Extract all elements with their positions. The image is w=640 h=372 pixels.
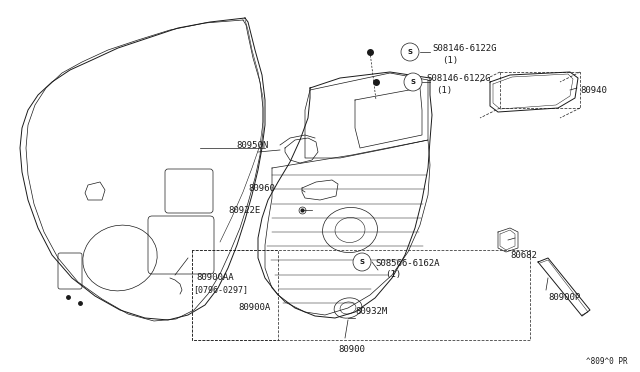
Text: S: S bbox=[410, 79, 415, 85]
Text: 80900P: 80900P bbox=[548, 294, 580, 302]
Text: (1): (1) bbox=[442, 55, 458, 64]
Circle shape bbox=[401, 43, 419, 61]
Text: 80950N: 80950N bbox=[236, 141, 268, 150]
Text: S08146-6122G: S08146-6122G bbox=[426, 74, 490, 83]
Text: 80922E: 80922E bbox=[228, 205, 260, 215]
Text: 80900AA: 80900AA bbox=[196, 273, 234, 282]
Text: (1): (1) bbox=[436, 86, 452, 94]
Text: S08566-6162A: S08566-6162A bbox=[375, 259, 440, 267]
Text: 80682: 80682 bbox=[510, 250, 537, 260]
Text: ^809^0 PR: ^809^0 PR bbox=[586, 357, 628, 366]
Circle shape bbox=[404, 73, 422, 91]
Text: 80940: 80940 bbox=[580, 86, 607, 94]
Circle shape bbox=[353, 253, 371, 271]
Text: 80960: 80960 bbox=[248, 183, 275, 192]
Text: (1): (1) bbox=[385, 270, 401, 279]
Text: 80932M: 80932M bbox=[355, 308, 387, 317]
Text: 80900: 80900 bbox=[338, 346, 365, 355]
Text: S: S bbox=[360, 259, 365, 265]
Text: S08146-6122G: S08146-6122G bbox=[432, 44, 497, 52]
Text: [0796-0297]: [0796-0297] bbox=[193, 285, 248, 295]
Text: 80900A: 80900A bbox=[238, 304, 270, 312]
Text: S: S bbox=[408, 49, 413, 55]
